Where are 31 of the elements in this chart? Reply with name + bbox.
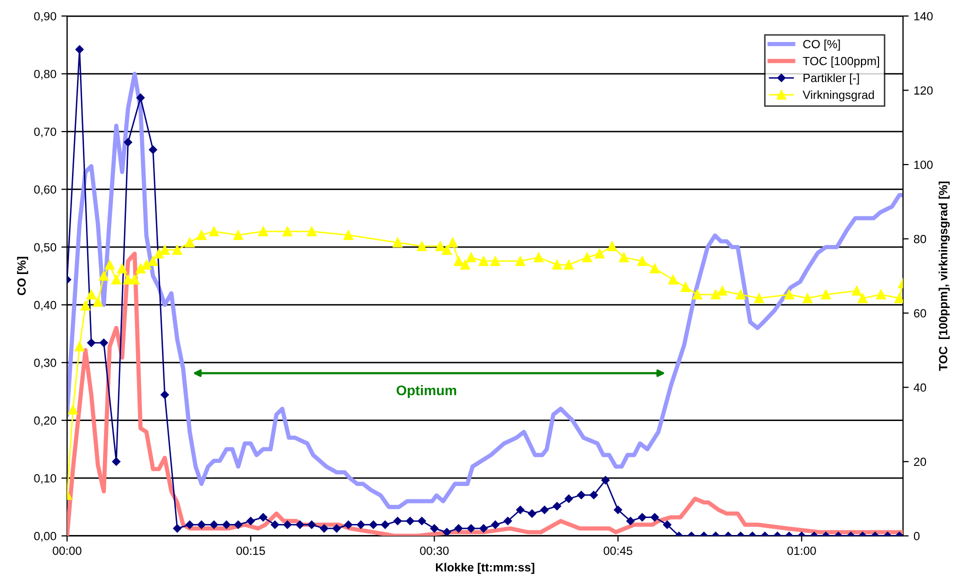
x-tick-label: 00:15: [236, 546, 265, 555]
y-tick-label: 0,90: [34, 12, 56, 22]
y2-tick-label: 40: [914, 383, 926, 392]
y2-tick-label: 140: [914, 12, 933, 20]
y2-tick-label: 120: [914, 86, 933, 95]
y2-tick-label: 60: [914, 309, 926, 318]
y-tick-label: 0,60: [34, 185, 56, 196]
y-tick-label: 0,50: [34, 243, 56, 253]
x-axis-title: Klokke [tt:mm:ss]: [436, 562, 534, 574]
y-tick-label: 0,80: [34, 70, 56, 80]
legend-label: TOC [100ppm]: [802, 56, 880, 68]
x-tick-label: 01:00: [787, 546, 816, 555]
y2-tick-label: 100: [914, 160, 933, 169]
annotation: Optimum: [396, 385, 456, 398]
y2-tick-label: 20: [914, 458, 926, 466]
y-tick-label: 0,40: [34, 300, 56, 311]
y-axis-title: CO [%]: [17, 256, 28, 296]
x-tick-label: 00:45: [604, 546, 632, 555]
x-tick-label: 00:00: [52, 546, 82, 555]
y2-axis-title: TOC [100ppm], virkningsgrad [%]: [938, 182, 950, 371]
x-tick-label: 00:30: [420, 546, 449, 555]
y2-tick-label: 0: [914, 532, 920, 540]
legend-label: CO [%]: [803, 40, 840, 51]
legend-label: Partikler [-]: [804, 73, 859, 84]
y-tick-label: 0,30: [34, 358, 56, 368]
y-tick-label: 0,20: [34, 416, 56, 426]
y2-tick-label: 80: [914, 234, 926, 244]
y-tick-label: 0,10: [34, 474, 56, 484]
legend-label: Virkningsgrad: [802, 90, 874, 102]
y-tick-label: 0,70: [34, 128, 56, 138]
y-tick-label: 0,00: [34, 532, 56, 542]
